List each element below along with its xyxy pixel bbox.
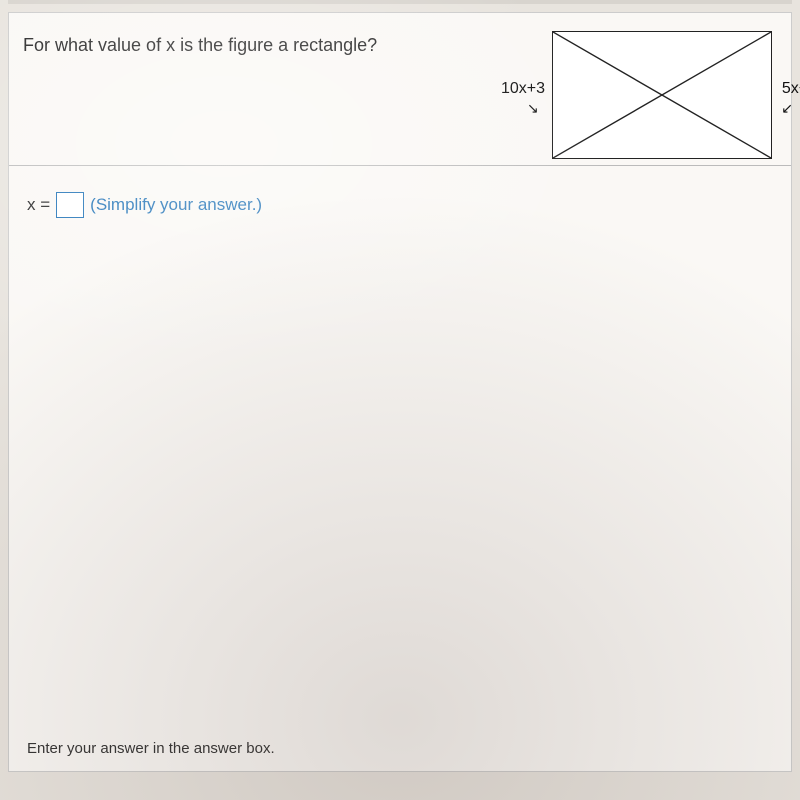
footer-instructions: Enter your answer in the answer box.: [27, 740, 275, 757]
diagonal-label-right: 5x+8: [782, 80, 800, 98]
arrow-left-icon: ↘: [527, 100, 539, 117]
diagonals-icon: [553, 32, 771, 158]
answer-prefix: x =: [27, 195, 50, 215]
question-panel: For what value of x is the figure a rect…: [8, 12, 792, 772]
figure-wrapper: 10x+3 ↘ 5x+8 ↙: [552, 31, 777, 159]
arrow-right-icon: ↙: [781, 100, 793, 117]
rectangle-figure: 10x+3 ↘ 5x+8 ↙: [552, 31, 772, 159]
top-border: [8, 0, 792, 4]
answer-row: x = (Simplify your answer.): [9, 166, 791, 244]
diagonal-label-left: 10x+3: [501, 80, 545, 98]
question-text: For what value of x is the figure a rect…: [23, 31, 377, 56]
question-row: For what value of x is the figure a rect…: [9, 13, 791, 159]
answer-hint: (Simplify your answer.): [90, 195, 262, 215]
answer-input[interactable]: [56, 192, 84, 218]
